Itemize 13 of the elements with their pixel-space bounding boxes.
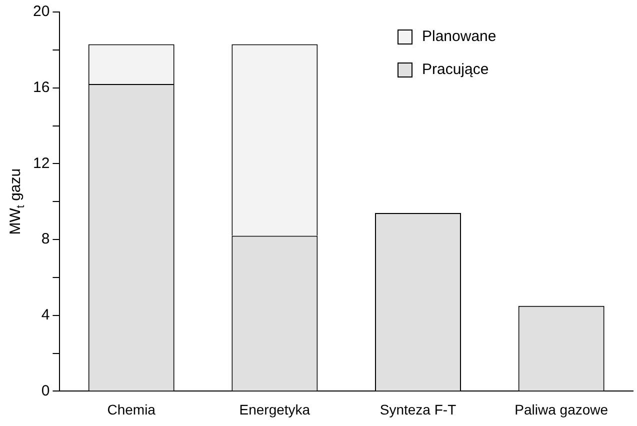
y-tick-label: 0 [41, 382, 50, 400]
legend-label: Pracujące [422, 61, 489, 78]
y-tick-label: 16 [32, 78, 50, 96]
x-tick-label: Energetyka [239, 401, 310, 418]
x-tick-label: Chemia [107, 401, 156, 418]
legend-label: Planowane [422, 28, 496, 46]
x-tick-label: Synteza F-T [380, 401, 457, 418]
y-tick-label: 20 [32, 3, 50, 20]
y-axis-title: MWt gazu [7, 168, 28, 235]
x-tick-label: Paliwa gazowe [514, 401, 608, 418]
y-tick-label: 8 [41, 230, 50, 248]
y-tick-label: 4 [41, 306, 50, 324]
y-tick-label: 12 [32, 154, 50, 172]
